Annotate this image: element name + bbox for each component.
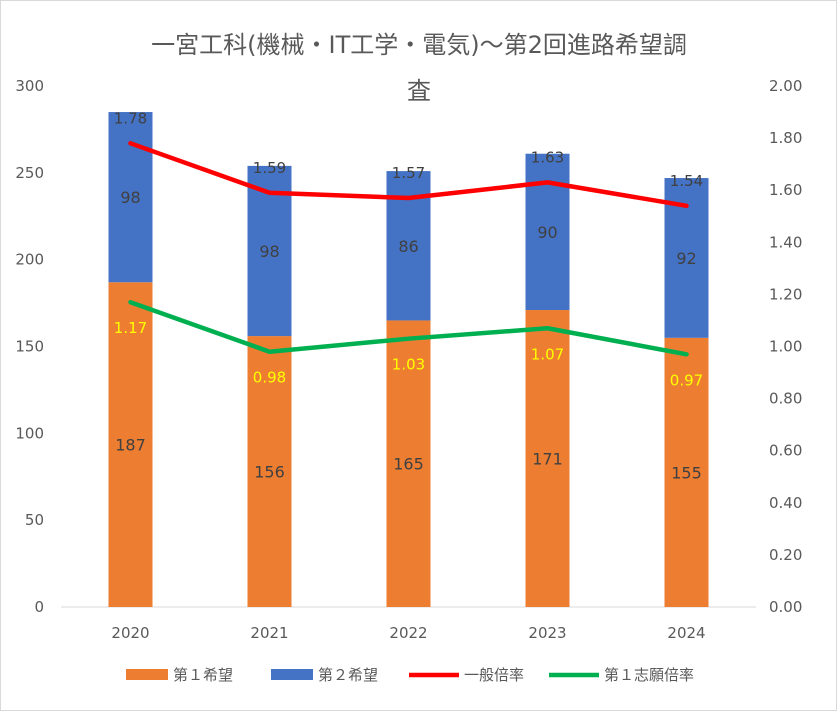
y-left-tick-label: 250 — [15, 164, 44, 182]
x-tick-label: 2023 — [528, 624, 566, 642]
y-right-tick-label: 0.40 — [769, 494, 802, 512]
bar-first-choice-label: 165 — [393, 455, 424, 474]
y-right-tick-label: 1.00 — [769, 338, 802, 356]
labels-layer: 187 98 156 98 165 86 171 90 155 92 1.78 1.59 1.57 1.6… — [114, 109, 703, 482]
y-right-tick-label: 0.80 — [769, 390, 802, 408]
line-general-ratio-label: 1.59 — [253, 159, 286, 177]
line-general-ratio-label: 1.57 — [392, 164, 425, 182]
y-right-tick-label: 1.80 — [769, 129, 802, 147]
x-tick-label: 2022 — [389, 624, 427, 642]
chart-title-line-1: 一宮工科(機械・IT工学・電気)〜第2回進路希望調 — [151, 31, 687, 59]
y-left-tick-label: 100 — [15, 424, 44, 442]
legend: 第１希望 第２希望 一般倍率 第１志願倍率 — [126, 666, 694, 684]
y-left-tick-label: 0 — [34, 598, 44, 616]
y-right-tick-label: 1.60 — [769, 181, 802, 199]
x-tick-label: 2024 — [667, 624, 705, 642]
legend-item-3-label: 一般倍率 — [464, 666, 524, 684]
bar-second-choice-label: 98 — [259, 242, 279, 261]
bar-second-choice-label: 92 — [676, 249, 696, 268]
line-general-ratio-label: 1.78 — [114, 109, 147, 127]
bar-first-choice — [525, 310, 570, 607]
legend-item-2-swatch — [271, 669, 313, 680]
bar-first-choice-label: 155 — [671, 463, 702, 482]
bar-second-choice — [525, 153, 570, 311]
y-right-tick-label: 0.20 — [769, 546, 802, 564]
y-left-tick-label: 50 — [25, 511, 44, 529]
legend-item-1-label: 第１希望 — [173, 666, 233, 684]
bar-second-choice-label: 86 — [398, 237, 418, 256]
x-tick-label: 2021 — [250, 624, 288, 642]
bar-first-choice-label: 171 — [532, 450, 563, 469]
line-first-choice-ratio-label: 1.17 — [114, 319, 147, 337]
legend-item-1-swatch — [126, 669, 168, 680]
y-left-tick-label: 150 — [15, 338, 44, 356]
bar-first-choice-label: 187 — [115, 436, 146, 455]
axes-layer: 0 50 100 150 200 250 300 0.00 0.20 0.40 0.60 0.80 1.… — [15, 77, 802, 642]
bar-second-choice — [108, 112, 153, 283]
line-first-choice-ratio-label: 0.98 — [253, 369, 286, 387]
line-general-ratio-label: 1.63 — [531, 148, 564, 166]
line-general-ratio-label: 1.54 — [670, 172, 703, 190]
y-left-tick-label: 300 — [15, 77, 44, 95]
chart-title-line-2: 査 — [407, 77, 431, 105]
y-right-tick-label: 2.00 — [769, 77, 802, 95]
line-first-choice-ratio — [128, 299, 689, 357]
line-first-choice-ratio-label: 1.03 — [392, 356, 425, 374]
legend-item-4-label: 第１志願倍率 — [604, 666, 694, 684]
legend-item-2-label: 第２希望 — [318, 666, 378, 684]
y-right-tick-label: 0.60 — [769, 442, 802, 460]
y-left-tick-label: 200 — [15, 251, 44, 269]
y-right-tick-label: 0.00 — [769, 598, 802, 616]
bar-second-choice-label: 90 — [537, 223, 557, 242]
bar-first-choice — [664, 337, 709, 607]
line-first-choice-ratio-label: 0.97 — [670, 371, 703, 389]
bar-second-choice-label: 98 — [120, 188, 140, 207]
bar-first-choice — [247, 336, 292, 607]
bar-first-choice — [386, 320, 431, 607]
y-right-tick-label: 1.20 — [769, 285, 802, 303]
x-tick-label: 2020 — [111, 624, 149, 642]
bar-first-choice-label: 156 — [254, 463, 285, 482]
line-general-ratio — [128, 141, 689, 209]
line-first-choice-ratio-label: 1.07 — [531, 345, 564, 363]
bars-layer — [108, 112, 709, 607]
lines-layer — [128, 141, 689, 357]
bar-first-choice — [108, 282, 153, 607]
y-right-tick-label: 1.40 — [769, 233, 802, 251]
